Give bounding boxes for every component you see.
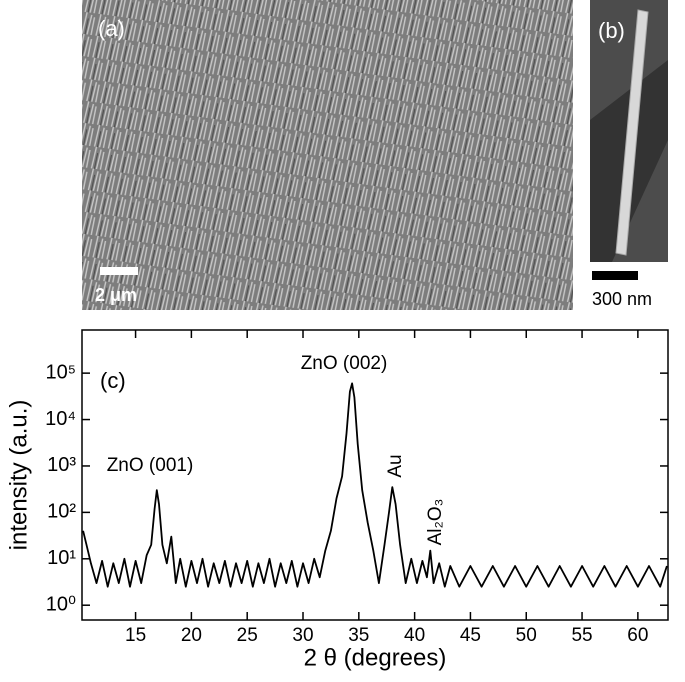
scale-bar <box>592 271 638 280</box>
sem-image-a <box>82 0 573 310</box>
y-tick-label: 10² <box>47 501 76 523</box>
annotation: ZnO (002) <box>301 353 388 374</box>
x-tick-label: 25 <box>237 625 258 646</box>
panel-label: (c) <box>100 368 126 393</box>
x-tick-label: 30 <box>292 625 313 646</box>
y-tick-label: 10⁰ <box>46 593 76 615</box>
x-axis-label: 2 θ (degrees) <box>304 644 447 671</box>
panel-label: (b) <box>598 18 625 43</box>
scale-text: 2 μm <box>95 285 137 305</box>
x-tick-label: 60 <box>627 625 648 646</box>
x-tick-label: 40 <box>404 625 425 646</box>
x-tick-label: 55 <box>571 625 592 646</box>
scale-text: 300 nm <box>592 289 652 309</box>
x-tick-label: 50 <box>516 625 537 646</box>
panel-label: (a) <box>98 16 125 41</box>
x-tick-label: 20 <box>181 625 202 646</box>
nanowire <box>615 9 649 256</box>
y-tick-label: 10³ <box>47 454 76 476</box>
scale-bar <box>100 267 138 275</box>
y-axis-label: intensity (a.u.) <box>5 400 32 551</box>
x-tick-label: 35 <box>348 625 369 646</box>
xrd-trace <box>82 382 668 588</box>
x-tick-label: 45 <box>460 625 481 646</box>
y-tick-label: 10¹ <box>47 547 76 569</box>
x-tick-label: 15 <box>125 625 146 646</box>
annotation: Au <box>385 454 406 477</box>
plot-frame <box>81 329 669 621</box>
y-tick-label: 10⁵ <box>45 361 76 383</box>
annotation: ZnO (001) <box>107 455 194 476</box>
y-tick-label: 10⁴ <box>45 408 76 430</box>
annotation: Al₂O₃ <box>425 499 446 546</box>
